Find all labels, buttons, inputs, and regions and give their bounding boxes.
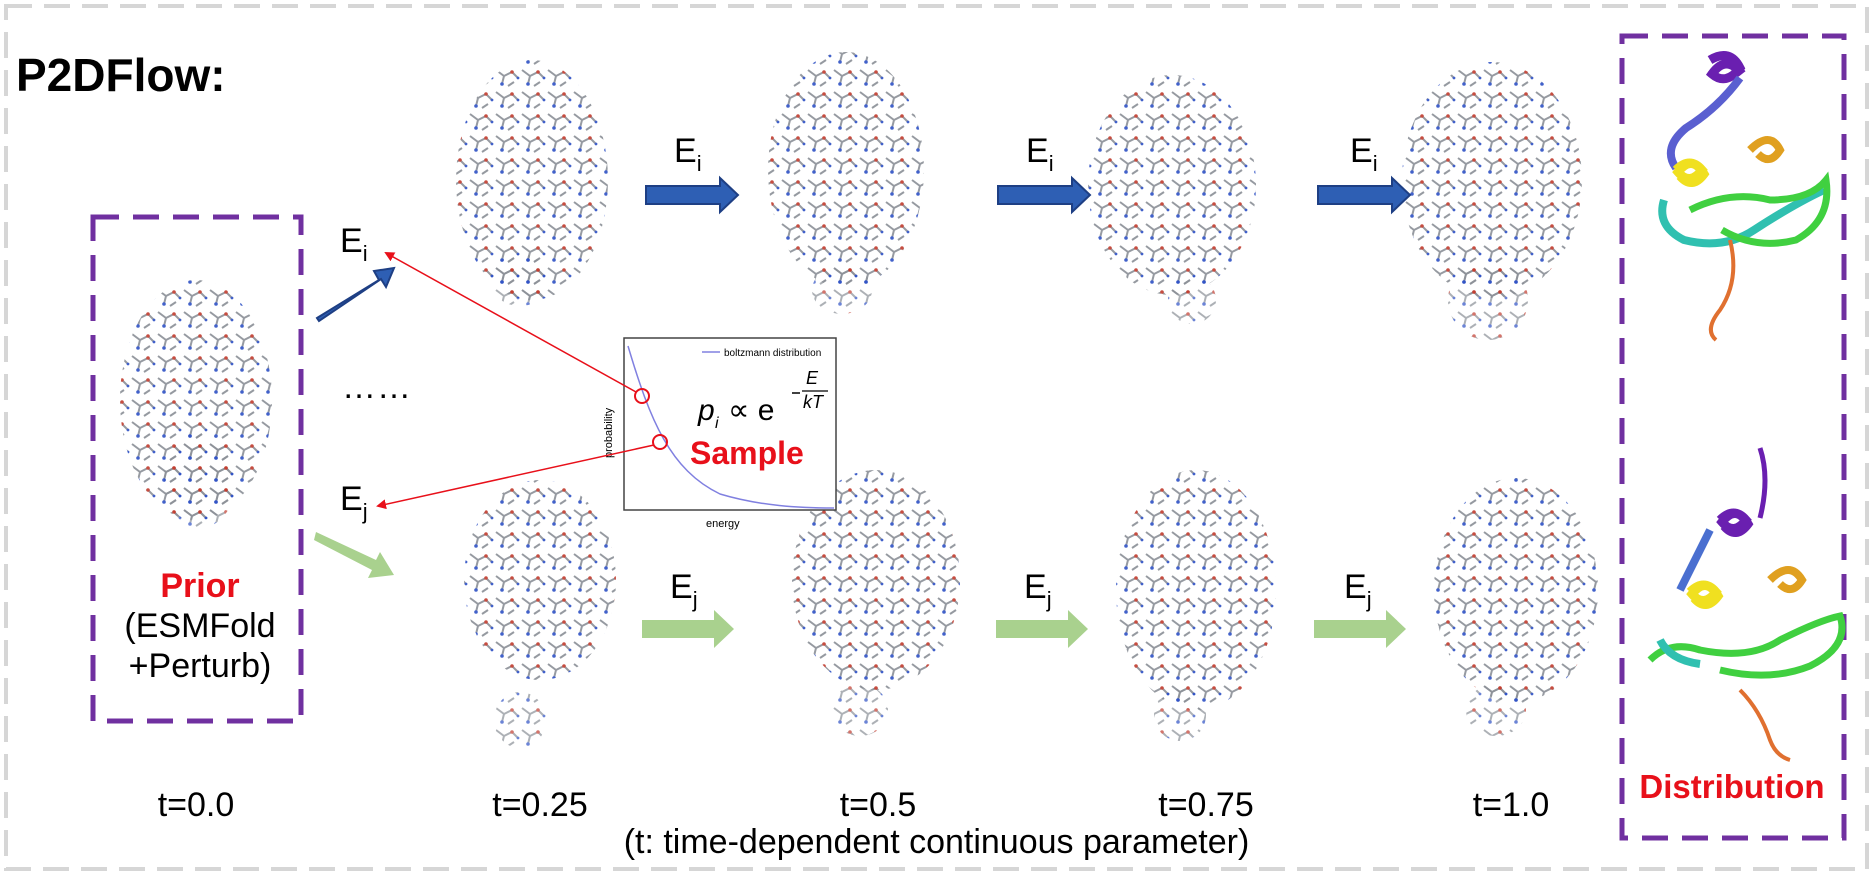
structure-top-t05: [768, 52, 924, 314]
structure-top-t075: [1088, 75, 1256, 324]
time-label-4: t=1.0: [1472, 786, 1550, 824]
prior-label-group: Prior (ESMFold +Perturb): [95, 566, 305, 686]
formula-lhs: p: [697, 394, 715, 427]
inset-ylabel: probability: [603, 407, 615, 458]
sample-label: Sample: [690, 435, 804, 471]
energy-label-i-3: Ei: [1350, 132, 1378, 176]
time-label-2: t=0.5: [839, 786, 917, 824]
green-arrow-3: [1314, 610, 1406, 648]
formula-exp-den: kT: [803, 392, 825, 412]
prior-box: [90, 214, 304, 724]
inset-frame: [623, 337, 837, 511]
energy-label-i-1: Ei: [674, 132, 702, 176]
structure-top-t10: [1402, 62, 1582, 340]
formula-sub: i: [715, 415, 719, 432]
prior-molecule: [120, 280, 272, 528]
prior-line1: (ESMFold: [124, 607, 276, 645]
structure-top-t025: [456, 60, 608, 306]
structure-bottom-t10: [1434, 478, 1598, 736]
blue-arrow-diagonal: [315, 266, 396, 323]
prior-label: Prior: [160, 567, 240, 605]
blue-arrow-1: [645, 175, 740, 215]
blue-arrow-2: [997, 175, 1092, 215]
sample-point-j: [652, 434, 668, 450]
green-arrow-1: [642, 610, 734, 648]
prior-line2: +Perturb): [128, 647, 272, 685]
distribution-label: Distribution: [1639, 768, 1825, 805]
formula-exp-num: E: [806, 368, 819, 388]
red-connector-j: [376, 444, 655, 510]
time-label-0: t=0.0: [157, 786, 235, 824]
time-caption: (t: time-dependent continuous parameter): [623, 823, 1250, 861]
energy-label-j-diagonal: Ej: [340, 480, 368, 524]
red-connector-i: [384, 252, 637, 393]
distribution-box: [1619, 33, 1847, 841]
structure-bottom-t025: [464, 480, 616, 748]
sample-point-i: [634, 388, 650, 404]
green-arrow-diagonal: [314, 532, 394, 578]
formula-rel: ∝ e: [728, 394, 774, 427]
time-label-1: t=0.25: [492, 786, 588, 824]
structure-bottom-t075: [1116, 470, 1276, 741]
energy-label-i-diagonal: Ei: [340, 222, 368, 266]
inset-legend: boltzmann distribution: [724, 348, 821, 359]
inset-xlabel: energy: [706, 518, 740, 530]
blue-arrow-3: [1317, 175, 1412, 215]
green-arrow-2: [996, 610, 1088, 648]
structure-bottom-t05: [792, 470, 960, 736]
ribbon-structure-bottom: [1647, 447, 1846, 762]
energy-label-j-3: Ej: [1344, 568, 1372, 612]
outer-frame: [4, 4, 1869, 871]
energy-label-j-1: Ej: [670, 568, 698, 612]
energy-label-j-2: Ej: [1024, 568, 1052, 612]
energy-label-i-2: Ei: [1026, 132, 1054, 176]
boltzmann-inset: boltzmann distribution probability energ…: [603, 337, 837, 530]
ellipsis: ……: [342, 368, 412, 406]
diagram-title: P2DFlow:: [16, 49, 226, 101]
time-label-3: t=0.75: [1158, 786, 1254, 824]
ribbon-structure-top: [1658, 51, 1831, 342]
